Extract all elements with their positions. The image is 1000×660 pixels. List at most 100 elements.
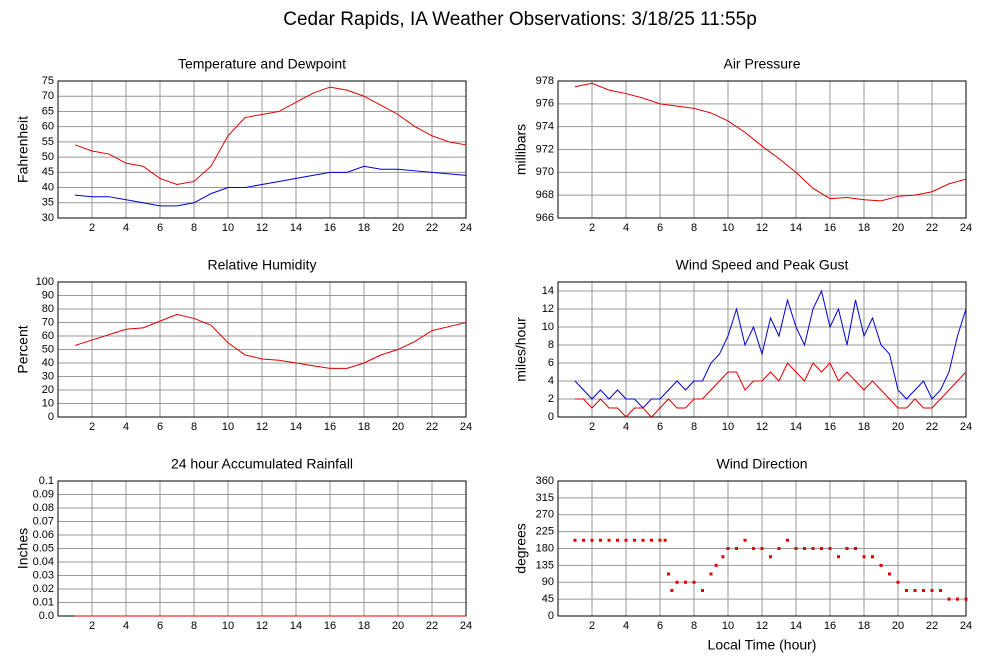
x-tick-label: 10 <box>722 620 734 632</box>
x-tick-label: 22 <box>426 222 438 234</box>
x-tick-label: 24 <box>960 222 972 234</box>
x-tick-label: 18 <box>858 222 870 234</box>
y-tick-label: 50 <box>42 343 54 355</box>
x-tick-label: 2 <box>589 222 595 234</box>
data-point <box>896 580 900 584</box>
y-tick-label: 8 <box>548 339 554 351</box>
x-tick-label: 16 <box>324 620 336 632</box>
data-point <box>667 572 670 576</box>
y-tick-label: 270 <box>536 509 554 521</box>
data-point <box>845 547 849 550</box>
y-tick-label: 0.08 <box>33 502 54 514</box>
data-line <box>74 165 467 207</box>
x-tick-label: 4 <box>123 620 129 632</box>
x-tick-label: 20 <box>892 421 904 433</box>
y-tick-label: 0.07 <box>33 515 54 527</box>
x-tick-label: 12 <box>756 620 768 632</box>
plot-frame <box>57 281 467 418</box>
data-point <box>769 555 772 559</box>
data-point <box>743 538 747 542</box>
x-tick-label: 4 <box>623 222 629 234</box>
y-tick-label: 80 <box>42 303 54 315</box>
y-axis-label: degrees <box>513 523 529 574</box>
y-tick-label: 966 <box>536 212 554 224</box>
data-point <box>862 555 866 559</box>
data-point <box>675 580 679 584</box>
y-tick-label: 70 <box>42 90 54 102</box>
data-point <box>777 547 781 550</box>
y-tick-label: 60 <box>42 121 54 133</box>
x-tick-label: 22 <box>426 620 438 632</box>
y-tick-label: 0.04 <box>33 556 54 568</box>
y-tick-label: 972 <box>536 143 554 155</box>
data-point <box>658 538 662 542</box>
x-tick-label: 6 <box>657 620 663 632</box>
x-tick-label: 6 <box>657 222 663 234</box>
x-tick-label: 20 <box>892 620 904 632</box>
data-point <box>701 589 704 592</box>
x-tick-label: 8 <box>191 222 197 234</box>
x-tick-label: 12 <box>256 620 268 632</box>
x-tick-label: 20 <box>892 222 904 234</box>
plot-frame <box>557 480 967 617</box>
x-tick-label: 14 <box>790 620 802 632</box>
x-tick-label: 14 <box>290 222 302 234</box>
x-tick-label: 10 <box>722 421 734 433</box>
y-tick-label: 35 <box>42 197 54 209</box>
chart-title: 24 hour Accumulated Rainfall <box>171 456 353 472</box>
x-tick-label: 22 <box>926 421 938 433</box>
y-tick-label: 970 <box>536 166 554 178</box>
x-tick-label: 18 <box>858 421 870 433</box>
y-tick-label: 0.09 <box>33 488 54 500</box>
x-tick-label: 6 <box>657 421 663 433</box>
x-tick-label: 14 <box>790 222 802 234</box>
data-point <box>888 572 891 576</box>
data-point <box>828 547 832 550</box>
y-tick-label: 0.02 <box>33 583 54 595</box>
x-tick-label: 18 <box>358 620 370 632</box>
x-tick-label: 20 <box>392 421 404 433</box>
x-tick-label: 8 <box>691 620 697 632</box>
x-tick-label: 18 <box>858 620 870 632</box>
x-tick-label: 8 <box>191 620 197 632</box>
data-point <box>684 580 687 584</box>
y-tick-label: 0.06 <box>33 529 54 541</box>
data-point <box>905 589 908 592</box>
data-point <box>811 547 815 550</box>
y-tick-label: 90 <box>542 576 554 588</box>
y-tick-label: 6 <box>548 357 554 369</box>
data-point <box>633 538 636 542</box>
y-tick-label: 50 <box>42 151 54 163</box>
x-tick-label: 4 <box>123 222 129 234</box>
chart-title: Wind Speed and Peak Gust <box>676 257 849 273</box>
data-point <box>714 563 718 567</box>
x-tick-label: 12 <box>756 421 768 433</box>
x-tick-label: 8 <box>691 421 697 433</box>
data-point <box>607 538 611 542</box>
y-tick-label: 65 <box>42 105 54 117</box>
x-axis-label: Local Time (hour) <box>708 637 817 653</box>
y-tick-label: 225 <box>536 526 554 538</box>
data-point <box>650 538 653 542</box>
y-tick-label: 974 <box>536 121 554 133</box>
x-tick-label: 12 <box>756 222 768 234</box>
y-tick-label: 0 <box>548 411 554 423</box>
x-tick-label: 6 <box>157 620 163 632</box>
data-point <box>913 589 917 592</box>
data-line <box>574 289 967 409</box>
x-tick-label: 6 <box>157 222 163 234</box>
x-tick-label: 14 <box>290 421 302 433</box>
plot-frame <box>557 80 967 219</box>
y-tick-label: 100 <box>36 276 54 288</box>
data-point <box>820 547 823 550</box>
data-point <box>641 538 645 542</box>
y-axis-label: miles/hour <box>513 317 529 382</box>
data-point <box>624 538 628 542</box>
y-tick-label: 0.0 <box>39 610 54 622</box>
data-point <box>735 547 738 550</box>
data-point <box>599 538 602 542</box>
x-tick-label: 10 <box>722 222 734 234</box>
y-tick-label: 12 <box>542 303 554 315</box>
data-line <box>74 313 467 369</box>
